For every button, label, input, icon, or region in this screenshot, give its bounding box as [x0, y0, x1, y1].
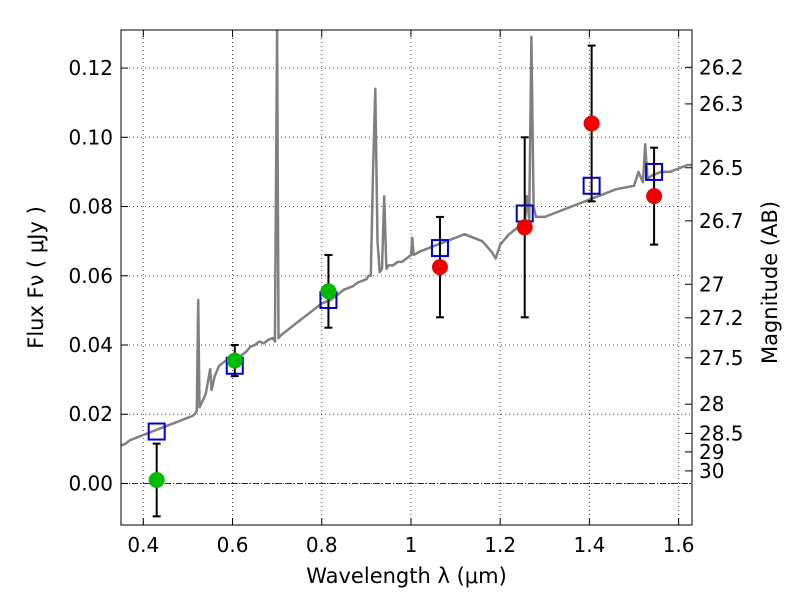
error-bars	[152, 44, 659, 518]
x-tick-label: 1.6	[663, 533, 695, 557]
y-tick-label: 0.04	[68, 333, 113, 357]
y-tick-label: 0.02	[68, 402, 113, 426]
plot-frame	[120, 29, 693, 526]
magnitude-tick-label: 27.2	[699, 306, 744, 330]
model-photometry-square	[430, 239, 449, 258]
grid-lines	[121, 30, 692, 525]
magnitude-tick-label: 28.5	[699, 421, 744, 445]
x-tick-label: 1.4	[573, 533, 605, 557]
model-photometry-square	[645, 162, 664, 181]
y-tick-label: 0.00	[68, 471, 113, 495]
model-spectrum-line	[121, 30, 692, 447]
magnitude-tick-label: 26.7	[699, 209, 744, 233]
model-photometry-markers	[147, 162, 664, 441]
x-tick-label: 0.6	[217, 533, 249, 557]
magnitude-tick-label: 26.2	[699, 55, 744, 79]
magnitude-tick-label: 26.5	[699, 156, 744, 180]
axis-ticks: 0.4 0.6 0.8 1 1.2 1.4 1.6 0.00 0.02 0.04 0.06 0.08 0…	[68, 30, 744, 557]
observed-nir-point	[583, 115, 600, 132]
observed-nir-point	[646, 188, 663, 205]
x-tick-label: 0.8	[306, 533, 338, 557]
x-tick-label: 1	[405, 533, 418, 557]
magnitude-tick-label: 30	[699, 459, 724, 483]
y-tick-label: 0.06	[68, 264, 113, 288]
observed-nir-point	[516, 219, 533, 236]
magnitude-tick-label: 29	[699, 440, 724, 464]
observed-photometry-markers	[148, 115, 663, 488]
observed-nir-point	[431, 259, 448, 276]
y-axis-label: Flux Fν ( μJy )	[24, 206, 48, 349]
observed-optical-point	[148, 472, 165, 488]
model-spectrum	[121, 30, 692, 447]
magnitude-axis-label: Magnitude (AB)	[758, 201, 782, 364]
y-tick-label: 0.12	[68, 56, 113, 80]
y-tick-label: 0.10	[68, 125, 113, 149]
magnitude-tick-label: 27.5	[699, 346, 744, 370]
x-tick-label: 1.2	[484, 533, 516, 557]
magnitude-tick-label: 26.3	[699, 92, 744, 116]
x-tick-label: 0.4	[127, 533, 159, 557]
observed-optical-point	[226, 352, 243, 369]
magnitude-tick-label: 28	[699, 392, 724, 416]
model-photometry-square	[147, 422, 166, 441]
y-tick-label: 0.08	[68, 195, 113, 219]
x-axis-label: Wavelength λ (μm)	[306, 564, 507, 588]
model-photometry-square	[582, 176, 601, 195]
observed-optical-point	[320, 283, 337, 300]
magnitude-tick-label: 27	[699, 272, 724, 296]
